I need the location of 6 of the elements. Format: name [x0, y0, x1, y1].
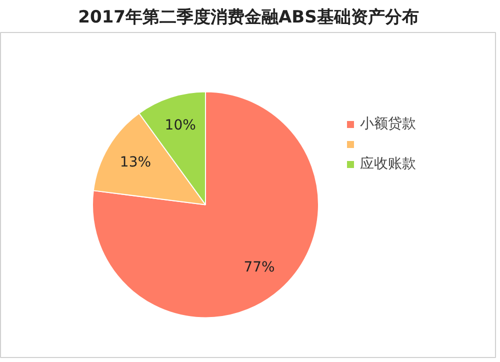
data-label: 77%: [244, 259, 275, 276]
legend-label: 小额贷款: [360, 115, 416, 133]
legend-label: 应收账款: [360, 155, 416, 173]
chart-title: 2017年第二季度消费金融ABS基础资产分布: [78, 8, 419, 28]
data-label: 10%: [164, 117, 196, 134]
data-label: 13%: [120, 154, 152, 170]
